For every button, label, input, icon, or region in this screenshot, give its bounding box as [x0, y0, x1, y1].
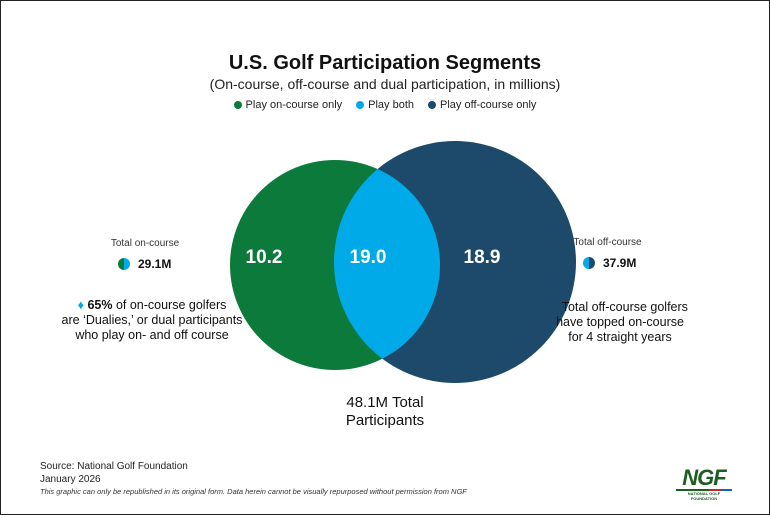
legend-swatch: [428, 101, 437, 109]
legend-label: Play on-course only: [245, 99, 343, 111]
total-off-course-value: 37.9M: [603, 256, 637, 270]
date: January 2026: [40, 474, 101, 485]
legend-swatch: [356, 101, 365, 109]
total-line: Participants: [345, 412, 425, 429]
total-on-course-value: 29.1M: [138, 257, 172, 271]
legend-swatch: [233, 101, 242, 109]
chart-subtitle: (On-course, off-course and dual particip…: [209, 76, 561, 92]
half-circle-icon: [118, 258, 130, 270]
segment-label-on-course: 10.2: [246, 247, 283, 268]
legend-item-on-course: Play on-course only: [233, 99, 343, 111]
note-highlight: 65%: [87, 298, 113, 312]
note-line: have topped on-course: [556, 315, 684, 329]
total-on-course-label: Total on-course: [110, 238, 180, 249]
half-circle-icon: [583, 257, 595, 269]
note-line: are ‘Dualies,’ or dual participants: [61, 313, 243, 327]
legend-label: Play off-course only: [440, 99, 537, 111]
total-off-course-label: Total off-course: [573, 237, 642, 248]
note-line: Total off-course golfers: [561, 300, 688, 314]
source: Source: National Golf Foundation: [40, 461, 188, 472]
legend-item-both: Play both: [356, 99, 414, 111]
legend-item-off-course: Play off-course only: [428, 99, 536, 111]
segment-label-off-course: 18.9: [464, 247, 501, 268]
note-off-course: ♦ Total off-course golfers have topped o…: [530, 300, 710, 345]
note-line: for 4 straight years: [568, 330, 672, 344]
total-participants: 48.1M Total Participants: [300, 394, 470, 430]
total-off-course: 37.9M: [583, 256, 636, 270]
venn-intersection-both: [334, 160, 440, 370]
ngf-logo: NGF NATIONAL GOLF FOUNDATION: [676, 467, 732, 501]
logo-bar: [676, 489, 732, 491]
chart-title: U.S. Golf Participation Segments: [228, 52, 542, 74]
note-line: of on-course golfers: [112, 298, 227, 312]
disclaimer: This graphic can only be republished in …: [40, 487, 467, 496]
total-on-course: 29.1M: [118, 257, 171, 271]
segment-label-both: 19.0: [350, 247, 387, 268]
legend: Play on-course only Play both Play off-c…: [0, 99, 770, 111]
total-line: 48.1M Total: [346, 394, 424, 411]
logo-text: NGF: [682, 465, 726, 490]
legend-label: Play both: [368, 99, 415, 111]
logo-subtext: NATIONAL GOLF FOUNDATION: [687, 491, 721, 501]
note-on-course: ♦ 65% of on-course golfers are ‘Dualies,…: [52, 298, 252, 343]
note-line: who play on- and off course: [75, 328, 229, 342]
